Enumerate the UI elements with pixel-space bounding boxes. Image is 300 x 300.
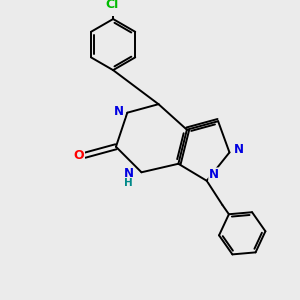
Text: N: N (209, 168, 219, 181)
Text: N: N (233, 143, 244, 156)
Text: N: N (114, 105, 124, 118)
Text: H: H (124, 178, 133, 188)
Text: Cl: Cl (105, 0, 118, 11)
Text: O: O (74, 149, 84, 162)
Text: N: N (124, 167, 134, 180)
